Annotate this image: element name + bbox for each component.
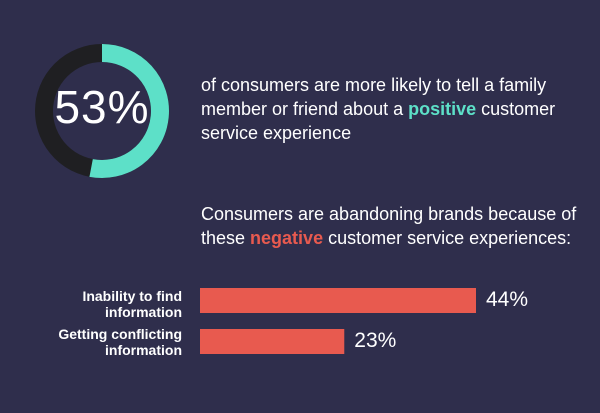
headline-text: of consumers are more likely to tell a f…: [201, 73, 581, 145]
bar-value-conflicting: 23%: [354, 329, 397, 352]
headline-text-before: of consumers are more likely to tell a f…: [201, 75, 547, 119]
bar-label-inability: Inability to find information: [20, 288, 182, 320]
headline-text-after: customer service experience: [201, 99, 556, 143]
bar-label-line: Getting conflicting: [58, 326, 182, 342]
bar-value-inability: 44%: [486, 288, 529, 311]
bar-label-line: Inability to find: [82, 288, 182, 304]
subhead-text: Consumers are abandoning brands because …: [201, 202, 581, 250]
donut-fill-arc: [89, 44, 169, 178]
positive-highlight: positive: [408, 99, 477, 119]
negative-highlight: negative: [250, 228, 324, 248]
subhead-text-after: customer service experiences:: [323, 228, 572, 248]
subhead-text-before: Consumers are abandoning brands because …: [201, 204, 577, 248]
headline-percent: 53%: [54, 81, 150, 133]
bar-label-line: information: [105, 342, 182, 358]
bar-label-conflicting: Getting conflicting information: [20, 326, 182, 358]
bar-conflicting: [200, 329, 345, 354]
bar-label-line: information: [105, 304, 182, 320]
bar-inability: [200, 288, 476, 313]
